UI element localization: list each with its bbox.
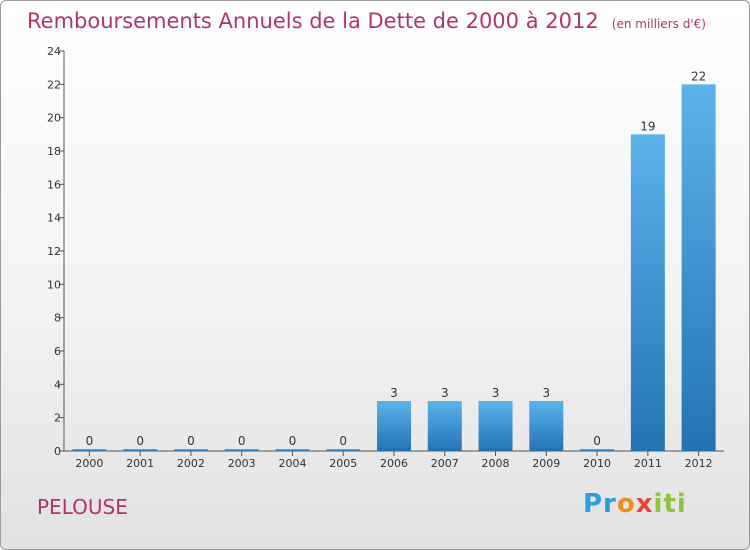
data-label: 0 [339,434,347,448]
bar-2007 [427,401,462,451]
y-tick-label: 2 [54,412,61,425]
x-tick-label: 2000 [75,457,103,470]
data-label: 3 [542,386,550,400]
y-tick-label: 18 [47,145,61,158]
data-labels: 0 0 0 0 0 0 3 3 3 3 0 19 22 [86,69,707,448]
x-tick-label: 2006 [380,457,408,470]
bar-2010 [580,449,615,451]
y-tick-label: 24 [47,45,61,58]
y-tick-label: 0 [54,445,61,458]
y-tick-label: 14 [47,212,61,225]
x-tick-label: 2003 [228,457,256,470]
chart-unit: (en milliers d'€) [611,17,706,31]
data-label: 0 [86,434,94,448]
bar-2004 [275,449,310,451]
bar-2011 [630,134,665,452]
y-tick-label: 4 [54,378,61,391]
x-tick-label: 2001 [126,457,154,470]
data-label: 22 [691,69,706,83]
bar-2001 [123,449,158,451]
proxiti-logo: Proxiti [583,489,687,519]
data-label: 0 [187,434,195,448]
data-label: 3 [492,386,500,400]
x-tick-label: 2002 [177,457,205,470]
bar-2000 [72,449,107,451]
y-tick-label: 22 [47,78,61,91]
data-label: 3 [390,386,398,400]
logo-part-4: iti [653,489,687,519]
commune-name: PELOUSE [37,495,128,519]
bar-2008 [478,401,513,451]
data-label: 0 [238,434,246,448]
logo-part-1: Pr [583,489,617,519]
bar-2012 [681,84,716,451]
y-tick-label: 20 [47,112,61,125]
x-tick-label: 2007 [431,457,459,470]
y-tick-label: 8 [54,312,61,325]
x-tick-label: 2005 [329,457,357,470]
x-tick-label: 2008 [482,457,510,470]
y-tick-label: 12 [47,245,61,258]
bar-2006 [377,401,411,451]
chart-title-text: Remboursements Annuels de la Dette de 20… [27,9,599,33]
bar-2009 [529,401,564,451]
logo-part-3: x [635,489,654,519]
data-label: 0 [289,434,297,448]
data-label: 3 [441,386,449,400]
x-tick-label: 2011 [634,457,662,470]
x-tick-label: 2009 [532,457,560,470]
bar-2005 [326,449,361,451]
data-label: 0 [136,434,144,448]
chart-title: Remboursements Annuels de la Dette de 20… [27,9,706,33]
y-tick-label: 10 [47,278,61,291]
y-tick-label: 16 [47,178,61,191]
data-label: 19 [640,119,655,133]
logo-part-2: o [616,489,636,519]
bars [72,84,716,452]
x-tick-label: 2010 [583,457,611,470]
bar-2003 [224,449,259,451]
data-label: 0 [593,434,601,448]
x-tick-label: 2004 [278,457,306,470]
y-tick-label: 6 [54,345,61,358]
bar-2002 [173,449,208,451]
x-tick-label: 2012 [685,457,713,470]
